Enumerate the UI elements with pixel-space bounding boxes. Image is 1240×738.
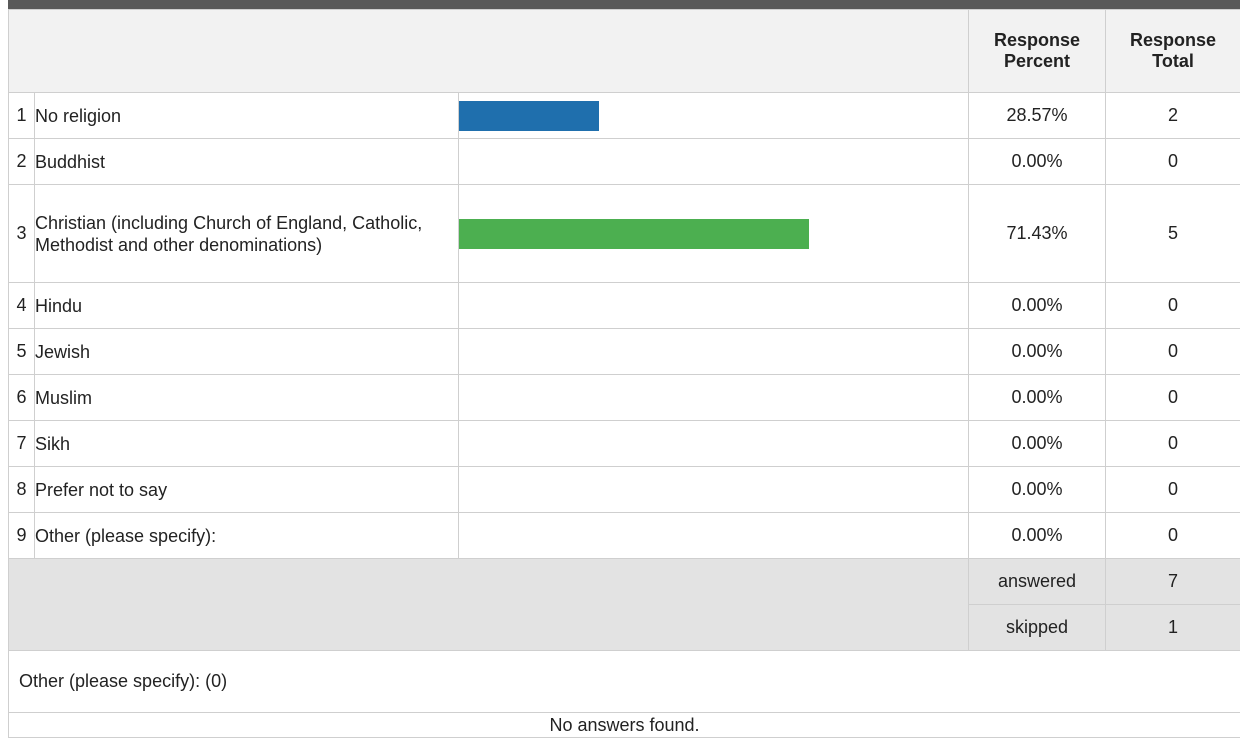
row-percent: 28.57%	[969, 93, 1106, 139]
header-blank-cell	[9, 10, 969, 93]
answered-row: answered 7	[9, 559, 1240, 605]
response-total-header: Response Total	[1106, 10, 1240, 93]
row-index: 2	[9, 139, 35, 185]
response-bar	[459, 219, 809, 249]
bar-cell	[459, 375, 969, 421]
row-index: 6	[9, 375, 35, 421]
bar-cell	[459, 185, 969, 283]
response-percent-label: Response Percent	[987, 30, 1087, 72]
table-row: 5 Jewish 0.00% 0	[9, 329, 1240, 375]
response-total-label: Response Total	[1128, 30, 1218, 72]
row-label: Prefer not to say	[35, 467, 459, 513]
bar-cell	[459, 513, 969, 559]
row-total: 0	[1106, 467, 1240, 513]
row-total: 0	[1106, 421, 1240, 467]
row-percent: 0.00%	[969, 467, 1106, 513]
row-index: 3	[9, 185, 35, 283]
response-bar	[459, 101, 599, 131]
top-bar	[8, 0, 1240, 9]
row-total: 0	[1106, 513, 1240, 559]
response-percent-header: Response Percent	[969, 10, 1106, 93]
bar-cell	[459, 139, 969, 185]
row-label: Christian (including Church of England, …	[35, 185, 459, 283]
bar-cell	[459, 283, 969, 329]
row-index: 1	[9, 93, 35, 139]
bar-cell	[459, 329, 969, 375]
row-total: 0	[1106, 375, 1240, 421]
row-index: 9	[9, 513, 35, 559]
row-percent: 0.00%	[969, 283, 1106, 329]
row-label: Muslim	[35, 375, 459, 421]
row-total: 5	[1106, 185, 1240, 283]
answered-label: answered	[969, 559, 1106, 605]
no-answers-text: No answers found.	[9, 713, 1240, 738]
results-table: Response Percent Response Total 1 No rel…	[8, 9, 1240, 738]
row-total: 0	[1106, 139, 1240, 185]
table-row: 4 Hindu 0.00% 0	[9, 283, 1240, 329]
row-total: 0	[1106, 329, 1240, 375]
row-label: Hindu	[35, 283, 459, 329]
row-index: 7	[9, 421, 35, 467]
other-responses-header-row: Other (please specify): (0)	[9, 651, 1240, 713]
row-label: No religion	[35, 93, 459, 139]
other-responses-header: Other (please specify): (0)	[9, 651, 1240, 713]
row-index: 5	[9, 329, 35, 375]
bar-cell	[459, 421, 969, 467]
row-percent: 71.43%	[969, 185, 1106, 283]
row-total: 0	[1106, 283, 1240, 329]
row-label: Other (please specify):	[35, 513, 459, 559]
table-row: 3 Christian (including Church of England…	[9, 185, 1240, 283]
no-answers-row: No answers found.	[9, 713, 1240, 738]
table-row: 2 Buddhist 0.00% 0	[9, 139, 1240, 185]
header-row: Response Percent Response Total	[9, 10, 1240, 93]
summary-blank-cell	[9, 559, 969, 651]
table-row: 1 No religion 28.57% 2	[9, 93, 1240, 139]
row-label: Jewish	[35, 329, 459, 375]
row-index: 4	[9, 283, 35, 329]
bar-cell	[459, 467, 969, 513]
table-row: 6 Muslim 0.00% 0	[9, 375, 1240, 421]
table-row: 7 Sikh 0.00% 0	[9, 421, 1240, 467]
row-percent: 0.00%	[969, 513, 1106, 559]
row-percent: 0.00%	[969, 139, 1106, 185]
row-percent: 0.00%	[969, 421, 1106, 467]
row-total: 2	[1106, 93, 1240, 139]
answered-value: 7	[1106, 559, 1240, 605]
bar-cell	[459, 93, 969, 139]
skipped-value: 1	[1106, 605, 1240, 651]
row-index: 8	[9, 467, 35, 513]
row-percent: 0.00%	[969, 329, 1106, 375]
table-row: 9 Other (please specify): 0.00% 0	[9, 513, 1240, 559]
row-label: Sikh	[35, 421, 459, 467]
row-label: Buddhist	[35, 139, 459, 185]
row-percent: 0.00%	[969, 375, 1106, 421]
skipped-label: skipped	[969, 605, 1106, 651]
table-row: 8 Prefer not to say 0.00% 0	[9, 467, 1240, 513]
